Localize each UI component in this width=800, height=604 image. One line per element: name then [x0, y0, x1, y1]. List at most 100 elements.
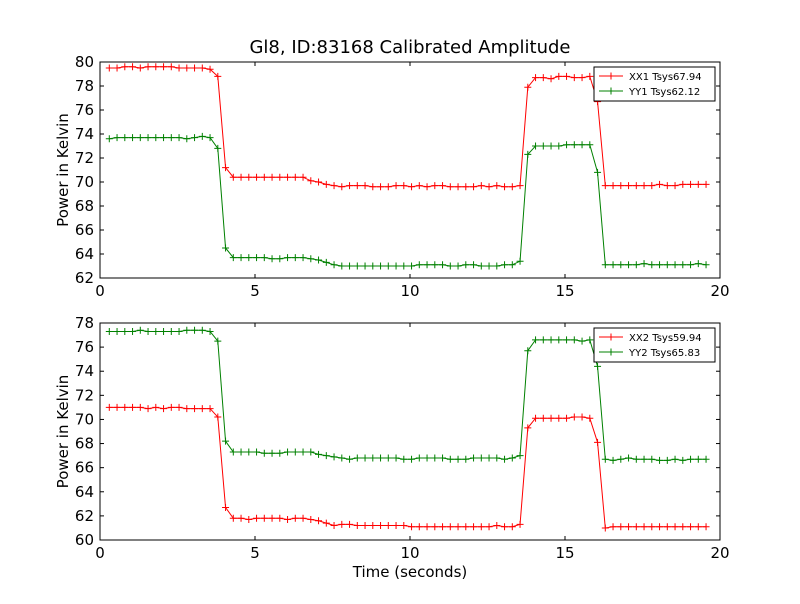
bottom-data-point — [516, 452, 524, 460]
bottom-y-tick-label: 60 — [75, 531, 94, 549]
bottom-data-point — [446, 523, 454, 531]
top-data-point — [501, 183, 509, 191]
bottom-data-point — [679, 523, 687, 531]
top-data-point — [198, 132, 206, 140]
top-data-point — [284, 254, 292, 262]
bottom-data-point — [214, 337, 222, 345]
top-data-point — [307, 255, 315, 263]
top-data-point — [524, 150, 532, 158]
top-data-point — [291, 254, 299, 262]
bottom-data-point — [206, 327, 214, 335]
bottom-data-point — [322, 452, 330, 460]
top-x-tick-label: 5 — [250, 282, 260, 300]
top-data-point — [617, 182, 625, 190]
bottom-data-point — [105, 327, 113, 335]
bottom-data-point — [353, 454, 361, 462]
top-data-point — [539, 142, 547, 150]
bottom-y-tick-label: 64 — [75, 483, 94, 501]
bottom-data-point — [656, 523, 664, 531]
bottom-data-point — [346, 520, 354, 528]
bottom-data-point — [268, 514, 276, 522]
bottom-data-point — [493, 454, 501, 462]
bottom-data-point — [423, 523, 431, 531]
top-data-point — [415, 261, 423, 269]
bottom-legend: XX2 Tsys59.94 YY2 Tsys65.83 — [593, 327, 716, 363]
top-data-point — [299, 173, 307, 181]
top-data-point — [136, 134, 144, 142]
top-data-point — [322, 180, 330, 188]
top-data-point — [369, 262, 377, 270]
top-data-point — [679, 261, 687, 269]
bottom-data-point — [547, 414, 555, 422]
bottom-data-point — [338, 520, 346, 528]
bottom-data-point — [617, 523, 625, 531]
bottom-data-point — [501, 523, 509, 531]
bottom-data-point — [609, 523, 617, 531]
top-data-point — [625, 182, 633, 190]
bottom-data-point — [222, 503, 230, 511]
top-series-line-1 — [109, 135, 707, 267]
bottom-data-point — [245, 448, 253, 456]
top-data-point — [105, 135, 113, 143]
top-data-point — [315, 178, 323, 186]
bottom-data-point — [446, 455, 454, 463]
top-y-tick-label: 68 — [75, 197, 94, 215]
bottom-data-point — [408, 455, 416, 463]
bottom-data-point — [508, 454, 516, 462]
top-data-point — [446, 183, 454, 191]
top-data-point — [129, 134, 137, 142]
top-data-point — [702, 261, 710, 269]
top-data-point — [601, 182, 609, 190]
top-data-point — [175, 64, 183, 72]
top-data-point — [206, 134, 214, 142]
bottom-data-point — [152, 403, 160, 411]
top-data-point — [439, 182, 447, 190]
top-data-point — [276, 255, 284, 263]
top-data-point — [594, 168, 602, 176]
top-data-point — [648, 182, 656, 190]
bottom-data-point — [663, 456, 671, 464]
top-data-point — [586, 72, 594, 80]
top-data-point — [206, 65, 214, 73]
bottom-data-point — [485, 523, 493, 531]
bottom-data-point — [563, 336, 571, 344]
bottom-y-tick-label: 68 — [75, 435, 94, 453]
top-data-point — [423, 261, 431, 269]
bottom-data-point — [648, 455, 656, 463]
top-y-tick-label: 70 — [75, 173, 94, 191]
bottom-data-point — [640, 523, 648, 531]
top-data-point — [276, 173, 284, 181]
bottom-data-point — [315, 517, 323, 525]
top-data-point — [470, 261, 478, 269]
bottom-data-point — [291, 514, 299, 522]
top-data-point — [694, 260, 702, 268]
top-data-point — [307, 177, 315, 185]
bottom-data-point — [532, 414, 540, 422]
bottom-data-point — [625, 454, 633, 462]
top-x-tick-label: 20 — [710, 282, 729, 300]
bottom-data-point — [253, 514, 261, 522]
bottom-data-point — [539, 414, 547, 422]
bottom-x-tick-label: 20 — [710, 544, 729, 562]
top-data-point — [423, 183, 431, 191]
top-data-point — [578, 74, 586, 82]
bottom-data-point — [206, 405, 214, 413]
bottom-data-point — [524, 347, 532, 355]
top-data-point — [245, 254, 253, 262]
bottom-data-point — [144, 327, 152, 335]
bottom-data-point — [400, 522, 408, 530]
top-legend-marker — [607, 72, 615, 80]
top-x-tick-label: 0 — [95, 282, 105, 300]
top-data-point — [322, 258, 330, 266]
bottom-data-point — [260, 514, 268, 522]
top-data-point — [439, 261, 447, 269]
top-legend: XX1 Tsys67.94 YY1 Tsys62.12 — [593, 66, 716, 102]
bottom-data-point — [307, 448, 315, 456]
bottom-data-point — [702, 455, 710, 463]
bottom-data-point — [702, 523, 710, 531]
bottom-data-point — [113, 403, 121, 411]
bottom-data-point — [671, 455, 679, 463]
top-data-point — [346, 262, 354, 270]
